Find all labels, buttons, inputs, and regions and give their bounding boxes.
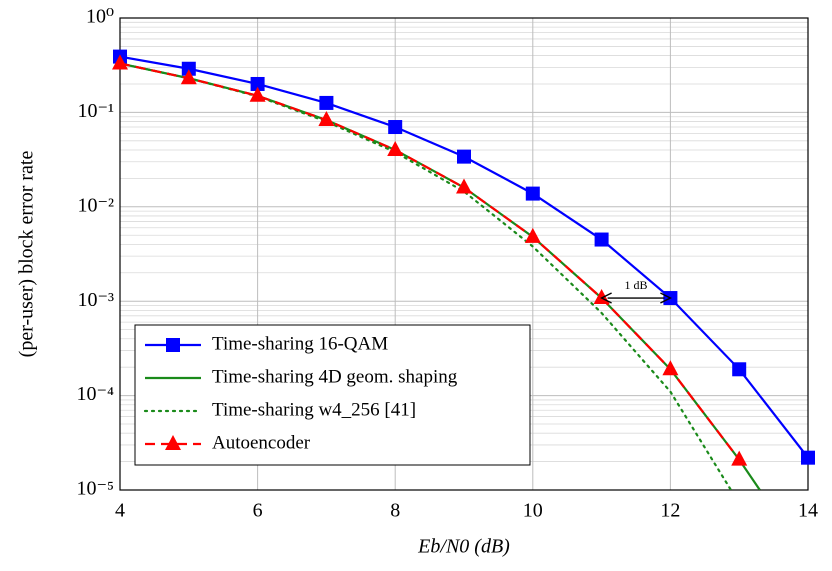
marker bbox=[319, 95, 334, 110]
marker bbox=[388, 120, 403, 135]
x-tick-label: 4 bbox=[115, 500, 125, 522]
marker bbox=[662, 360, 679, 376]
x-tick-label: 12 bbox=[660, 500, 680, 522]
marker bbox=[112, 54, 128, 70]
marker bbox=[731, 450, 748, 466]
marker bbox=[249, 86, 266, 102]
plot-frame bbox=[119, 17, 809, 491]
marker bbox=[593, 289, 610, 305]
y-tick-label: 10⁰ bbox=[86, 6, 114, 28]
x-tick-label: 10 bbox=[523, 500, 543, 522]
marker bbox=[181, 61, 196, 76]
marker bbox=[732, 362, 747, 377]
legend-label: Time-sharing 16-QAM bbox=[212, 333, 388, 354]
marker bbox=[457, 149, 471, 164]
y-tick-label: 10⁻² bbox=[77, 194, 114, 216]
legend-marker bbox=[165, 435, 181, 450]
x-tick-label: 14 bbox=[798, 500, 818, 522]
marker bbox=[318, 111, 335, 127]
x-tick-label: 8 bbox=[390, 500, 400, 522]
marker bbox=[180, 69, 197, 85]
marker bbox=[525, 186, 540, 201]
marker bbox=[801, 450, 815, 465]
legend-label: Autoencoder bbox=[212, 432, 311, 453]
y-tick-label: 10⁻⁴ bbox=[76, 383, 114, 405]
legend-label: Time-sharing 4D geom. shaping bbox=[212, 366, 458, 387]
legend-box bbox=[134, 324, 531, 466]
marker bbox=[250, 76, 265, 91]
y-tick-label: 10⁻¹ bbox=[77, 100, 114, 122]
y-tick-label: 10⁻⁵ bbox=[76, 478, 114, 500]
legend-marker bbox=[166, 338, 180, 352]
arrow-head bbox=[660, 292, 672, 304]
arrow-head bbox=[600, 292, 612, 304]
x-axis-label: Eb/N0 (dB) bbox=[417, 536, 510, 558]
x-tick-label: 6 bbox=[253, 500, 263, 522]
series-line bbox=[120, 62, 741, 461]
marker bbox=[594, 232, 609, 247]
marker bbox=[387, 140, 404, 156]
y-tick-label: 10⁻³ bbox=[77, 289, 114, 311]
marker bbox=[524, 227, 541, 243]
legend-label: Time-sharing w4_256 [41] bbox=[212, 399, 416, 420]
marker bbox=[456, 178, 472, 194]
annotation-label: 1 dB bbox=[624, 278, 647, 292]
y-axis-label: (per-user) block error rate bbox=[16, 151, 38, 358]
